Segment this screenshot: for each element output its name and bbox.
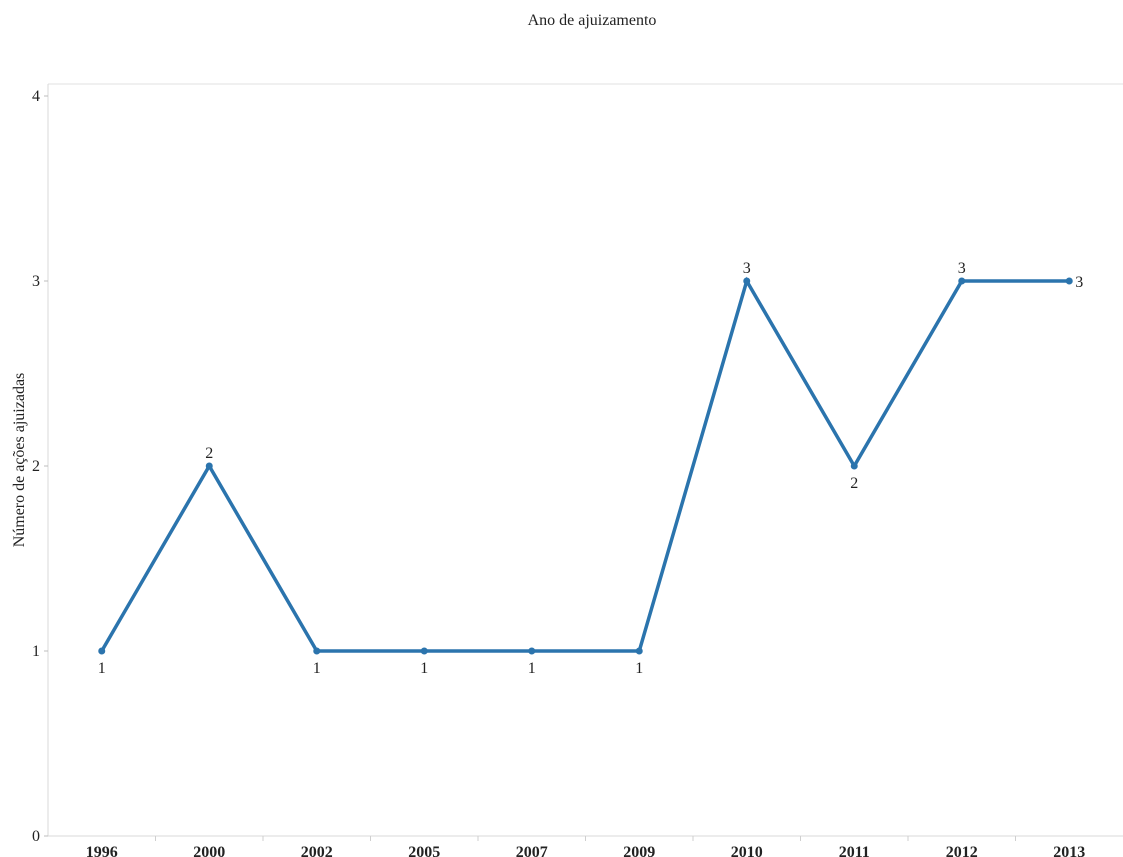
data-label: 3 — [958, 260, 966, 277]
data-label: 2 — [205, 445, 213, 462]
data-label: 3 — [743, 260, 751, 277]
series-line — [100, 276, 1070, 653]
data-label: 1 — [313, 660, 321, 677]
data-label: 1 — [528, 660, 536, 677]
x-ticks: 1996 2000 2002 2005 2007 2009 2010 2011 2012 2013 — [86, 836, 1085, 857]
x-tick-label: 2002 — [301, 844, 333, 857]
data-label: 1 — [635, 660, 643, 677]
x-tick-label: 2007 — [516, 844, 548, 857]
chart-title: Ano de ajuizamento — [528, 12, 657, 29]
y-tick-label: 3 — [32, 273, 40, 290]
data-point[interactable] — [958, 277, 966, 285]
data-label: 1 — [420, 660, 428, 677]
series-group — [98, 276, 1073, 655]
data-point[interactable] — [313, 647, 321, 655]
data-label: 2 — [850, 475, 858, 492]
y-tick-label: 0 — [32, 828, 40, 845]
data-point[interactable] — [205, 462, 213, 470]
y-axis-label: Número de ações ajuizadas — [11, 373, 28, 548]
x-tick-label: 2011 — [839, 844, 870, 857]
x-tick-label: 2000 — [193, 844, 225, 857]
y-tick-label: 4 — [32, 88, 40, 105]
x-tick-label: 2009 — [623, 844, 655, 857]
x-tick-label: 2005 — [408, 844, 440, 857]
data-point[interactable] — [528, 647, 536, 655]
data-labels: 1 2 1 1 1 1 3 2 3 3 — [98, 260, 1084, 677]
data-point[interactable] — [98, 647, 106, 655]
data-point[interactable] — [420, 647, 428, 655]
data-point[interactable] — [1065, 277, 1073, 285]
data-point[interactable] — [850, 462, 858, 470]
x-tick-label: 2013 — [1053, 844, 1085, 857]
data-point[interactable] — [743, 277, 751, 285]
x-tick-label: 2012 — [946, 844, 978, 857]
data-point[interactable] — [635, 647, 643, 655]
y-tick-label: 2 — [32, 458, 40, 475]
y-ticks: 0 1 2 3 4 — [32, 88, 48, 845]
x-tick-label: 2010 — [731, 844, 763, 857]
y-tick-label: 1 — [32, 643, 40, 660]
data-label: 1 — [98, 660, 106, 677]
x-tick-label: 1996 — [86, 844, 118, 857]
data-label: 3 — [1075, 274, 1083, 291]
